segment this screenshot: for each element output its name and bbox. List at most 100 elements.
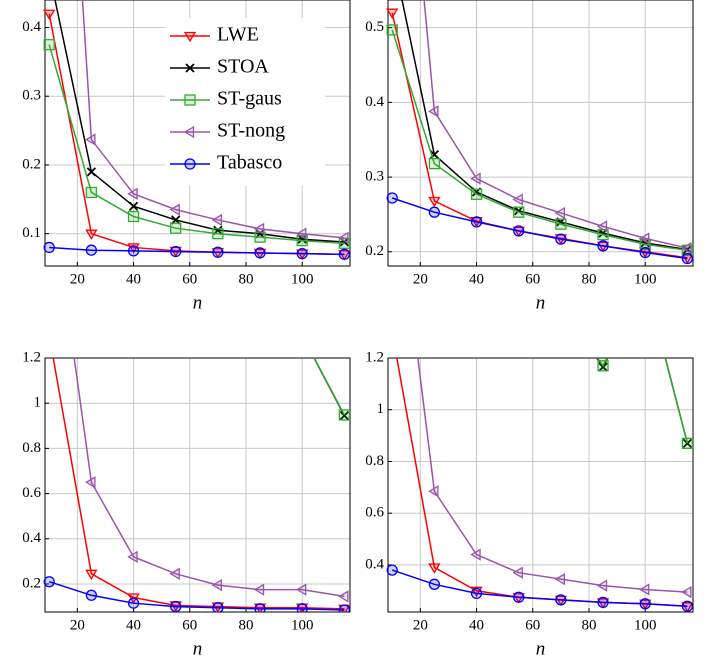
marker <box>597 596 609 609</box>
series-line <box>49 246 345 256</box>
series-line <box>54 0 345 243</box>
marker <box>85 186 98 199</box>
legend-label: Tabasco <box>217 152 282 174</box>
plot-area <box>43 0 351 261</box>
y-tick-label: 0.6 <box>22 485 41 501</box>
marker <box>556 301 566 311</box>
series-line <box>48 581 345 611</box>
series-line <box>595 358 689 444</box>
x-axis-label: n <box>193 638 203 659</box>
x-tick-label: 40 <box>126 617 141 633</box>
marker <box>428 578 441 590</box>
series-line <box>401 0 688 251</box>
marker <box>169 567 180 580</box>
x-axis-label: n <box>536 292 546 313</box>
marker <box>386 192 398 204</box>
panel: 20 40 60 80 100 0.2 0.4 0.6 0.8 1 1.2 n <box>22 330 351 659</box>
marker <box>296 603 308 612</box>
axes-frame <box>44 357 351 613</box>
marker <box>183 31 197 43</box>
y-tick-label: 0.4 <box>22 530 41 546</box>
y-tick-label: 0.5 <box>365 19 384 35</box>
marker <box>212 602 224 612</box>
marker <box>681 437 694 450</box>
marker <box>185 63 195 73</box>
marker <box>338 231 349 244</box>
marker <box>596 579 608 592</box>
y-tick-label: 1.2 <box>365 349 384 365</box>
panel: 20 40 60 80 100 0.2 0.3 0.4 0.5 n <box>365 0 694 313</box>
marker <box>211 578 223 592</box>
marker <box>184 158 196 170</box>
marker <box>338 590 349 603</box>
marker <box>85 244 98 256</box>
panel: 20 40 60 80 100 0.1 0.2 0.3 0.4 n LWE STOA ST-gaus ST… <box>22 0 351 313</box>
marker <box>470 216 483 228</box>
legend-label: STOA <box>217 56 269 78</box>
y-tick-label: 0.8 <box>365 453 384 469</box>
y-tick-label: 1 <box>377 401 385 417</box>
series-line <box>73 358 345 598</box>
marker <box>295 583 307 596</box>
x-tick-label: 20 <box>70 617 85 633</box>
y-tick-label: 0.4 <box>365 94 384 110</box>
y-tick-label: 0.2 <box>22 575 41 591</box>
y-tick-label: 0.8 <box>22 440 41 456</box>
y-tick-label: 0.3 <box>22 88 41 104</box>
marker <box>127 597 140 609</box>
marker <box>639 598 651 610</box>
marker <box>43 39 55 51</box>
marker <box>470 172 481 185</box>
series-line <box>48 44 345 245</box>
legend-box <box>165 18 325 186</box>
legend-label: ST-gaus <box>217 88 282 110</box>
marker <box>254 247 266 259</box>
marker <box>212 246 224 258</box>
plot-area <box>43 330 351 612</box>
series-line <box>423 0 688 249</box>
marker <box>253 222 265 236</box>
x-tick-label: 60 <box>525 271 540 287</box>
marker <box>254 603 266 612</box>
marker <box>44 332 54 341</box>
marker <box>470 188 483 200</box>
marker <box>85 476 96 489</box>
marker <box>86 167 97 177</box>
marker <box>295 227 307 240</box>
marker <box>127 550 138 563</box>
x-tick-label: 60 <box>182 271 197 287</box>
marker <box>169 203 180 216</box>
marker <box>597 240 609 252</box>
marker <box>597 360 609 372</box>
x-tick-label: 20 <box>413 617 428 633</box>
marker <box>297 330 307 340</box>
x-tick-label: 40 <box>469 271 484 287</box>
marker <box>386 8 399 19</box>
marker <box>387 329 397 338</box>
marker <box>43 9 56 21</box>
x-tick-label: 100 <box>634 617 657 633</box>
series-line <box>81 0 345 239</box>
marker <box>428 157 441 170</box>
marker <box>428 563 441 574</box>
marker <box>681 600 694 612</box>
marker <box>127 210 140 223</box>
marker <box>298 331 306 339</box>
x-tick-label: 20 <box>70 271 85 287</box>
y-tick-label: 0.3 <box>365 169 384 185</box>
marker <box>681 241 692 255</box>
marker <box>170 600 182 612</box>
marker <box>639 246 651 259</box>
marker <box>339 410 350 421</box>
marker <box>43 576 55 588</box>
series-line <box>596 358 689 444</box>
marker <box>85 229 98 240</box>
axes-frame <box>387 357 694 613</box>
x-tick-label: 100 <box>291 617 314 633</box>
series-line <box>417 358 688 593</box>
marker <box>514 250 524 260</box>
marker <box>386 564 398 576</box>
marker <box>639 238 651 250</box>
x-tick-label: 60 <box>182 617 197 633</box>
